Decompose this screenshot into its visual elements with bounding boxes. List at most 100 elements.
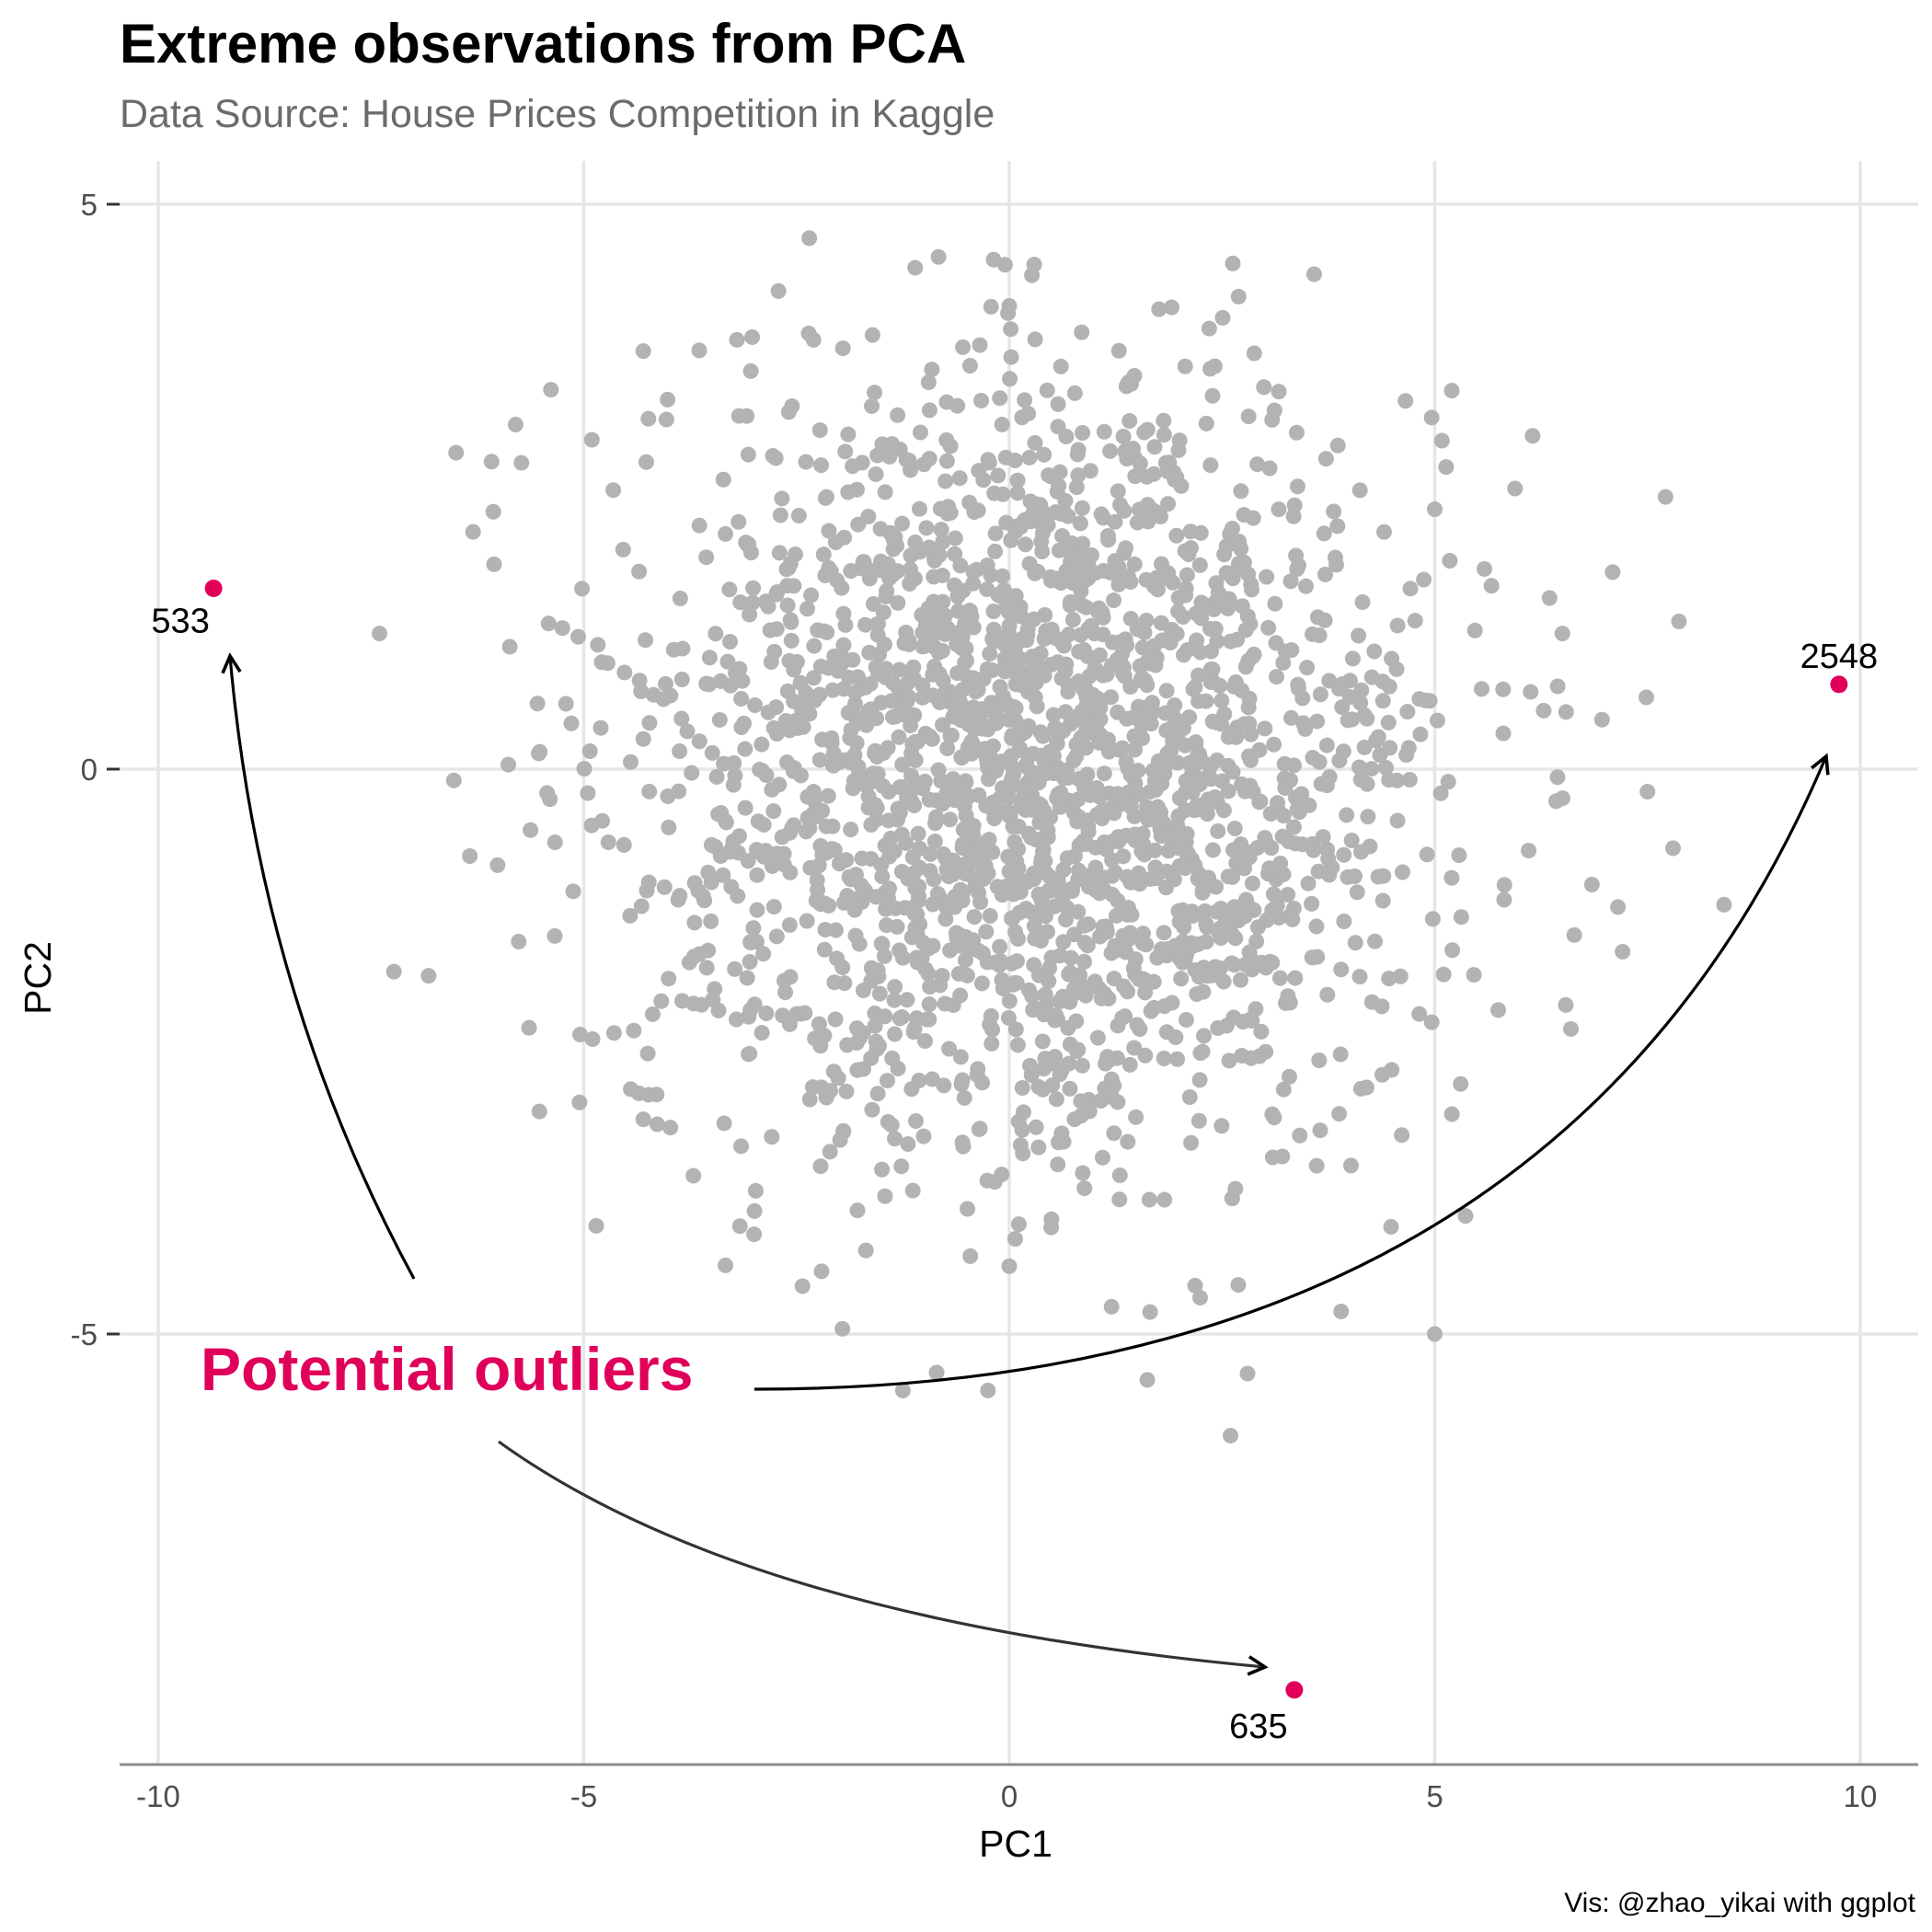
- data-points: [372, 230, 1732, 1444]
- data-point: [1114, 645, 1131, 661]
- data-point: [1058, 762, 1075, 778]
- data-point: [922, 728, 938, 744]
- data-point: [1429, 712, 1445, 729]
- data-point: [1305, 626, 1321, 642]
- data-point: [1139, 421, 1156, 438]
- data-point: [521, 1019, 537, 1036]
- data-point: [1433, 432, 1450, 449]
- data-point: [1089, 1029, 1106, 1046]
- data-point: [1003, 349, 1019, 365]
- data-point: [814, 846, 831, 863]
- data-point: [1593, 711, 1610, 728]
- data-point: [889, 918, 905, 935]
- data-point: [955, 1138, 972, 1155]
- data-point: [957, 840, 973, 857]
- data-point: [849, 481, 866, 498]
- data-point: [1366, 643, 1383, 660]
- data-point: [1412, 726, 1429, 742]
- data-point: [1496, 877, 1512, 893]
- data-point: [1075, 867, 1092, 883]
- data-point: [927, 792, 944, 809]
- data-point: [638, 454, 654, 470]
- data-point: [1135, 926, 1152, 942]
- data-point: [1096, 985, 1112, 1002]
- data-point: [799, 810, 816, 826]
- data-point: [1327, 549, 1343, 566]
- data-point: [590, 637, 606, 653]
- data-point: [749, 867, 765, 883]
- data-point: [874, 1161, 891, 1178]
- data-point: [1027, 434, 1043, 451]
- data-point: [1006, 452, 1023, 468]
- data-point: [752, 762, 768, 778]
- data-point: [1053, 796, 1070, 812]
- data-point: [1657, 489, 1673, 505]
- data-point: [1026, 918, 1042, 935]
- data-point: [1171, 840, 1188, 857]
- data-point: [886, 992, 903, 1008]
- data-point: [883, 436, 900, 453]
- data-point: [881, 448, 898, 465]
- data-point: [1263, 840, 1280, 857]
- data-point: [798, 454, 814, 470]
- data-point: [1225, 1009, 1242, 1026]
- data-point: [1158, 1024, 1175, 1041]
- data-point: [1090, 604, 1107, 620]
- data-point: [1381, 971, 1397, 987]
- data-point: [1107, 513, 1123, 530]
- data-point: [1294, 715, 1311, 731]
- data-point: [972, 894, 989, 911]
- data-point: [1453, 1075, 1469, 1092]
- data-point: [1268, 635, 1284, 651]
- data-point: [1001, 993, 1018, 1009]
- data-point: [691, 946, 707, 962]
- data-point: [860, 508, 877, 524]
- data-point: [980, 865, 996, 881]
- data-point: [1025, 745, 1041, 762]
- data-point: [983, 298, 999, 315]
- data-point: [1037, 1051, 1053, 1067]
- data-point: [966, 700, 983, 717]
- data-point: [1213, 1118, 1230, 1134]
- data-point: [992, 938, 1008, 955]
- data-point: [961, 494, 978, 511]
- data-point: [907, 259, 924, 276]
- data-point: [1392, 968, 1409, 984]
- data-point: [994, 972, 1010, 988]
- data-point: [1075, 779, 1092, 796]
- data-point: [722, 677, 739, 694]
- data-point: [1177, 860, 1193, 877]
- data-point: [1032, 660, 1049, 676]
- data-point: [622, 907, 638, 924]
- data-point: [1038, 908, 1053, 925]
- data-point: [1204, 967, 1221, 983]
- data-point: [1249, 456, 1266, 473]
- data-point: [1014, 409, 1030, 426]
- data-point: [777, 984, 794, 1001]
- data-point: [661, 819, 677, 835]
- data-point: [768, 726, 785, 742]
- data-point: [1052, 785, 1069, 801]
- data-point: [1012, 742, 1029, 758]
- data-point: [588, 1217, 604, 1234]
- data-point: [1146, 439, 1163, 455]
- data-point: [1061, 1055, 1077, 1072]
- data-point: [950, 603, 967, 619]
- data-point: [1098, 841, 1114, 857]
- data-point: [876, 948, 892, 964]
- data-point: [1070, 467, 1087, 484]
- data-point: [565, 883, 581, 900]
- data-point: [486, 556, 502, 572]
- data-point: [935, 717, 951, 733]
- data-point: [769, 845, 786, 862]
- data-point: [1400, 740, 1417, 756]
- data-point: [750, 813, 766, 830]
- data-point: [822, 563, 839, 580]
- data-point: [846, 684, 863, 701]
- data-point: [983, 1007, 999, 1024]
- data-point: [1665, 840, 1681, 857]
- data-point: [1000, 711, 1017, 728]
- data-point: [1312, 1122, 1328, 1139]
- data-point: [941, 1041, 958, 1057]
